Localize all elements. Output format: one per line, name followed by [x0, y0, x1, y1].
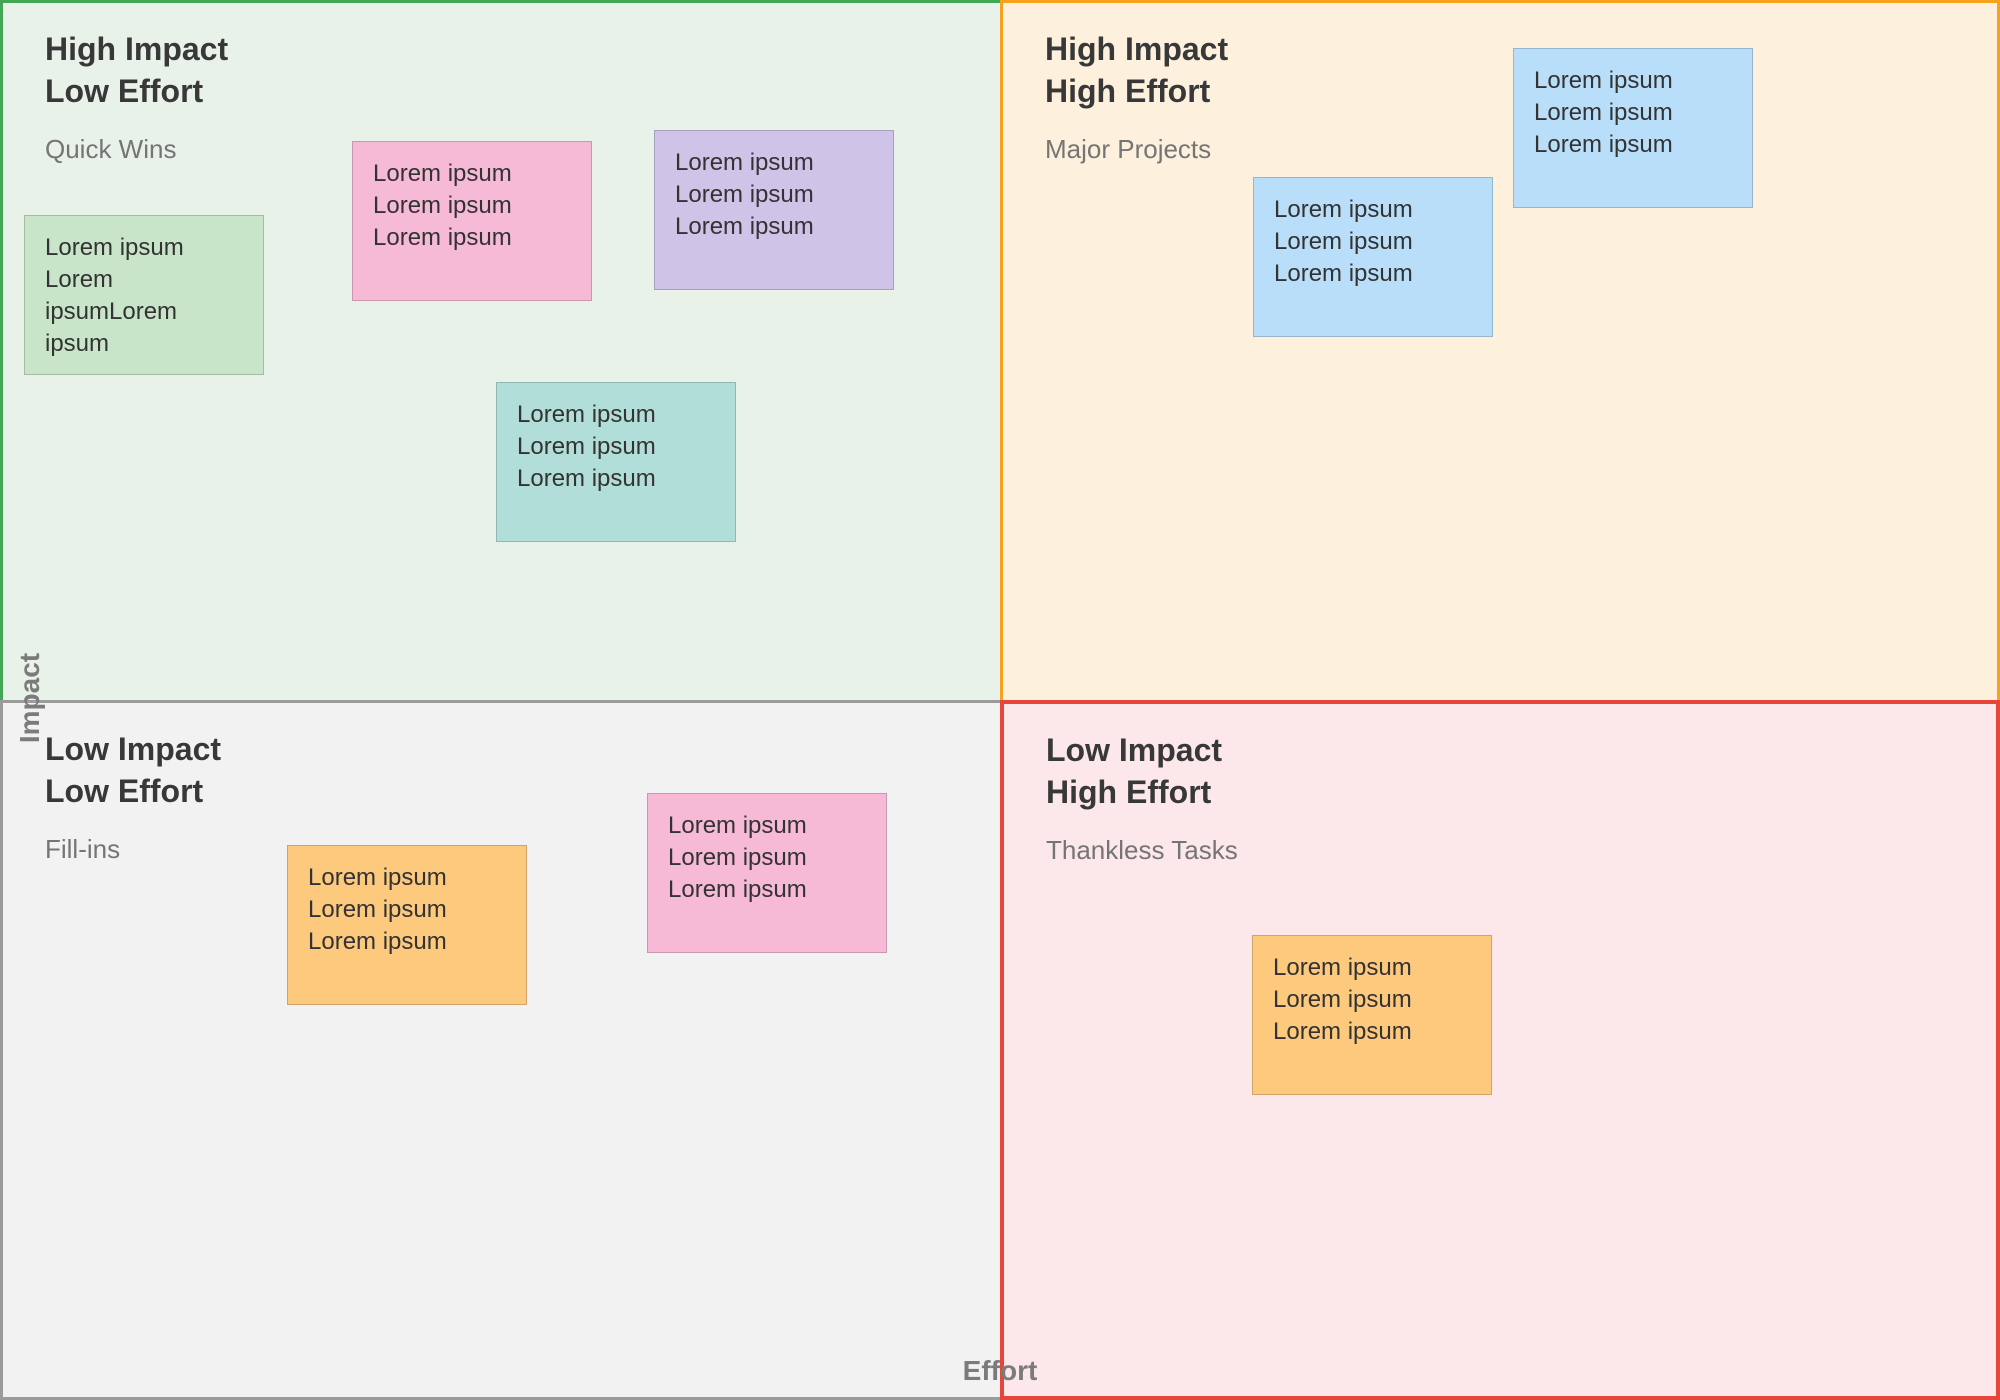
sticky-note[interactable]: Lorem ipsum Lorem ipsum Lorem ipsum	[1513, 48, 1753, 208]
quadrant-title: High Impact Low Effort	[45, 29, 970, 112]
quadrant-subtitle: Major Projects	[1045, 134, 1212, 165]
quadrant-title: High Impact High Effort	[1045, 29, 1967, 112]
quadrant-title-line-1: Low Impact	[1046, 732, 1223, 768]
quadrant-title-line-2: High Effort	[1046, 773, 1212, 810]
sticky-note[interactable]: Lorem ipsum Lorem ipsum Lorem ipsum	[647, 793, 887, 953]
quadrant-title-line-1: High Impact	[45, 31, 229, 67]
effort-axis-label: Effort	[962, 1355, 1038, 1386]
quadrant-title-line-2: High Effort	[1045, 72, 1211, 109]
quadrant-high-impact-high-effort: High Impact High Effort Major Projects	[1000, 0, 2000, 700]
sticky-note[interactable]: Lorem ipsum Lorem ipsum Lorem ipsum	[352, 141, 592, 301]
quadrant-title-line-1: High Impact	[1045, 31, 1229, 67]
quadrant-low-impact-high-effort: Low Impact High Effort Thankless Tasks	[1000, 700, 2000, 1400]
sticky-note[interactable]: Lorem ipsum Lorem ipsumLorem ipsum	[24, 215, 264, 375]
sticky-note[interactable]: Lorem ipsum Lorem ipsum Lorem ipsum	[1252, 935, 1492, 1095]
sticky-note[interactable]: Lorem ipsum Lorem ipsum Lorem ipsum	[1253, 177, 1493, 337]
quadrant-title-line-1: Low Impact	[45, 731, 222, 767]
quadrant-title-line-2: Low Effort	[45, 772, 204, 809]
quadrant-title-line-2: Low Effort	[45, 72, 204, 109]
impact-axis-label: Impact	[14, 652, 45, 744]
sticky-note[interactable]: Lorem ipsum Lorem ipsum Lorem ipsum	[654, 130, 894, 290]
quadrant-subtitle: Quick Wins	[45, 134, 177, 165]
quadrant-title: Low Impact Low Effort	[45, 729, 970, 812]
quadrant-title: Low Impact High Effort	[1046, 730, 1966, 813]
quadrant-subtitle: Thankless Tasks	[1046, 835, 1238, 866]
quadrant-subtitle: Fill-ins	[45, 834, 121, 865]
sticky-note[interactable]: Lorem ipsum Lorem ipsum Lorem ipsum	[287, 845, 527, 1005]
sticky-note[interactable]: Lorem ipsum Lorem ipsum Lorem ipsum	[496, 382, 736, 542]
